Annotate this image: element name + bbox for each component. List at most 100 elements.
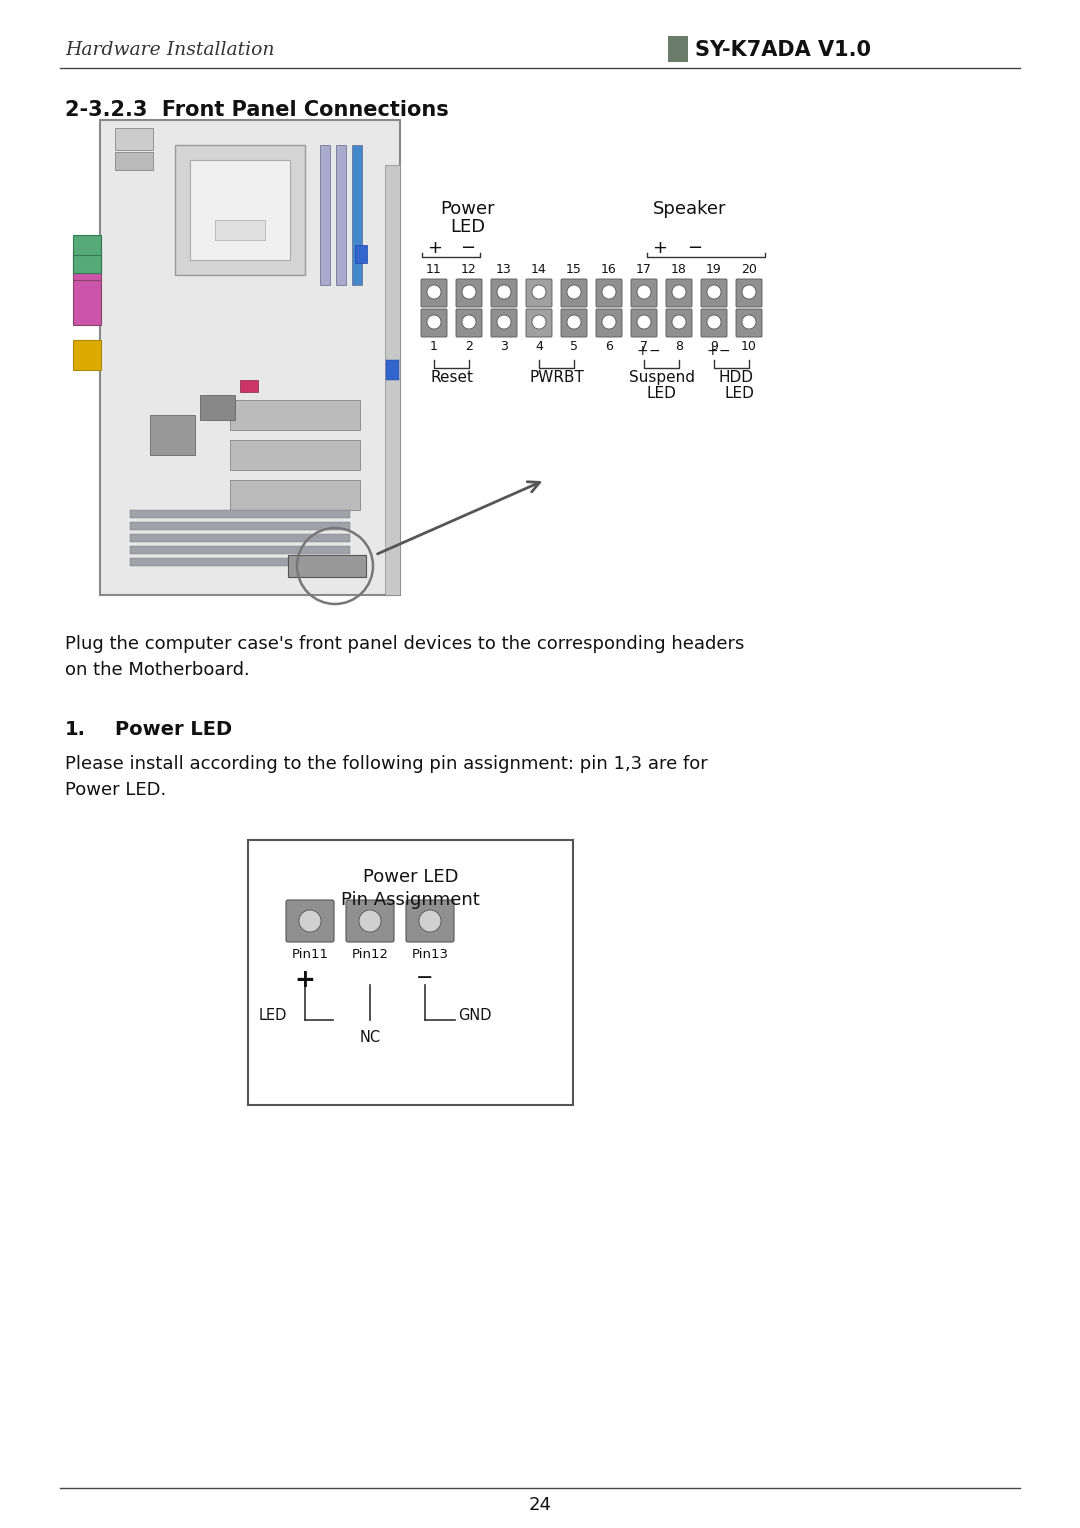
- Text: 10: 10: [741, 341, 757, 353]
- Circle shape: [742, 315, 756, 329]
- Circle shape: [567, 315, 581, 329]
- Text: 24: 24: [528, 1496, 552, 1514]
- Text: 2: 2: [465, 341, 473, 353]
- Text: 15: 15: [566, 263, 582, 277]
- FancyBboxPatch shape: [421, 280, 447, 307]
- FancyBboxPatch shape: [406, 900, 454, 941]
- FancyBboxPatch shape: [286, 900, 334, 941]
- Circle shape: [707, 315, 721, 329]
- Text: 17: 17: [636, 263, 652, 277]
- Circle shape: [567, 286, 581, 299]
- FancyBboxPatch shape: [73, 255, 102, 274]
- FancyBboxPatch shape: [596, 309, 622, 338]
- Circle shape: [462, 315, 476, 329]
- FancyBboxPatch shape: [701, 280, 727, 307]
- FancyBboxPatch shape: [336, 145, 346, 286]
- Text: 5: 5: [570, 341, 578, 353]
- Text: Pin12: Pin12: [351, 947, 389, 961]
- FancyBboxPatch shape: [73, 280, 102, 325]
- FancyBboxPatch shape: [491, 280, 517, 307]
- Circle shape: [427, 286, 441, 299]
- FancyBboxPatch shape: [526, 280, 552, 307]
- FancyBboxPatch shape: [701, 309, 727, 338]
- Text: 7: 7: [640, 341, 648, 353]
- Text: 19: 19: [706, 263, 721, 277]
- Text: 12: 12: [461, 263, 477, 277]
- FancyBboxPatch shape: [215, 220, 265, 240]
- Circle shape: [602, 286, 616, 299]
- Text: HDD: HDD: [719, 370, 754, 385]
- Text: 18: 18: [671, 263, 687, 277]
- FancyBboxPatch shape: [456, 280, 482, 307]
- Text: Pin Assignment: Pin Assignment: [341, 891, 480, 909]
- FancyBboxPatch shape: [248, 840, 573, 1105]
- Text: −: −: [416, 969, 434, 989]
- Circle shape: [672, 286, 686, 299]
- Text: NC: NC: [360, 1030, 380, 1045]
- FancyBboxPatch shape: [230, 480, 360, 510]
- FancyBboxPatch shape: [114, 128, 153, 150]
- FancyBboxPatch shape: [384, 165, 400, 594]
- Circle shape: [359, 911, 381, 932]
- FancyBboxPatch shape: [456, 309, 482, 338]
- Text: on the Motherboard.: on the Motherboard.: [65, 662, 249, 678]
- FancyBboxPatch shape: [150, 416, 195, 455]
- FancyBboxPatch shape: [561, 309, 588, 338]
- Text: 11: 11: [427, 263, 442, 277]
- FancyBboxPatch shape: [130, 545, 350, 555]
- Text: 2-3.2.3  Front Panel Connections: 2-3.2.3 Front Panel Connections: [65, 99, 449, 121]
- Circle shape: [419, 911, 441, 932]
- Circle shape: [637, 315, 651, 329]
- Circle shape: [602, 315, 616, 329]
- Text: 13: 13: [496, 263, 512, 277]
- Circle shape: [672, 315, 686, 329]
- Circle shape: [497, 286, 511, 299]
- FancyBboxPatch shape: [561, 280, 588, 307]
- Text: 8: 8: [675, 341, 683, 353]
- Text: SY-K7ADA V1.0: SY-K7ADA V1.0: [696, 40, 870, 60]
- Text: LED: LED: [450, 219, 486, 235]
- Text: Pin11: Pin11: [292, 947, 328, 961]
- FancyBboxPatch shape: [288, 555, 366, 578]
- FancyBboxPatch shape: [73, 341, 102, 370]
- Circle shape: [532, 286, 546, 299]
- Text: Power LED: Power LED: [363, 868, 458, 886]
- Text: +: +: [295, 969, 315, 992]
- FancyBboxPatch shape: [190, 160, 291, 260]
- Text: Reset: Reset: [430, 370, 473, 385]
- Text: 9: 9: [710, 341, 718, 353]
- Text: Pin13: Pin13: [411, 947, 448, 961]
- Text: −: −: [648, 344, 660, 358]
- FancyBboxPatch shape: [666, 309, 692, 338]
- Text: LED: LED: [258, 1007, 287, 1022]
- Text: −: −: [688, 238, 703, 257]
- Text: +: +: [636, 344, 648, 358]
- Text: GND: GND: [458, 1007, 491, 1022]
- Text: 1: 1: [430, 341, 437, 353]
- FancyBboxPatch shape: [669, 37, 688, 63]
- FancyBboxPatch shape: [355, 244, 367, 263]
- FancyBboxPatch shape: [114, 151, 153, 170]
- FancyBboxPatch shape: [735, 280, 762, 307]
- Text: PWRBT: PWRBT: [529, 370, 584, 385]
- FancyBboxPatch shape: [346, 900, 394, 941]
- Circle shape: [742, 286, 756, 299]
- Circle shape: [427, 315, 441, 329]
- Text: 4: 4: [535, 341, 543, 353]
- Text: Please install according to the following pin assignment: pin 1,3 are for: Please install according to the followin…: [65, 755, 707, 773]
- Text: Power LED: Power LED: [114, 720, 232, 740]
- Circle shape: [299, 911, 321, 932]
- Circle shape: [707, 286, 721, 299]
- Text: Suspend: Suspend: [629, 370, 694, 385]
- Text: 1.: 1.: [65, 720, 86, 740]
- FancyBboxPatch shape: [175, 145, 305, 275]
- FancyBboxPatch shape: [73, 251, 102, 280]
- Text: Power: Power: [441, 200, 496, 219]
- Text: 3: 3: [500, 341, 508, 353]
- FancyBboxPatch shape: [666, 280, 692, 307]
- FancyBboxPatch shape: [240, 380, 258, 393]
- Text: 14: 14: [531, 263, 546, 277]
- FancyBboxPatch shape: [130, 558, 350, 565]
- FancyBboxPatch shape: [230, 400, 360, 429]
- FancyBboxPatch shape: [631, 309, 657, 338]
